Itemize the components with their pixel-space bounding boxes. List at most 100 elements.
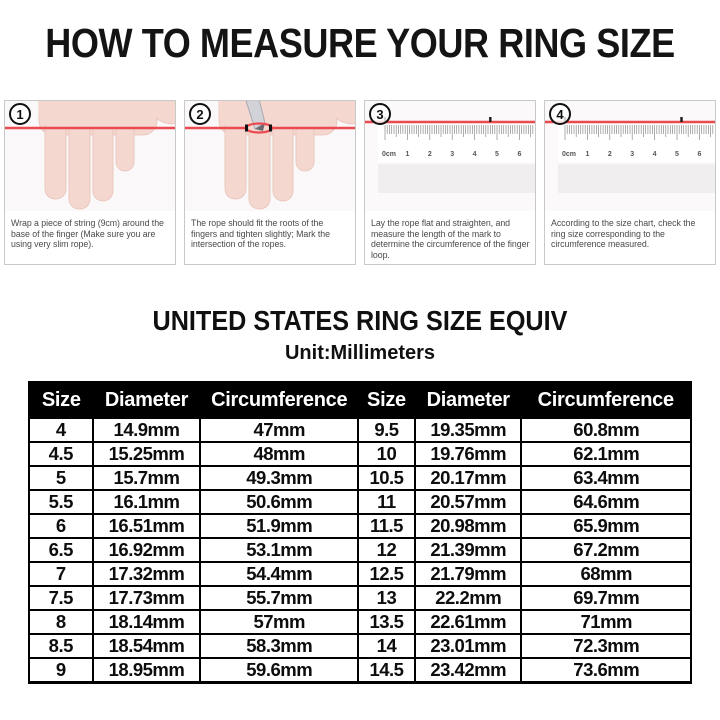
- step-number-badge: 4: [549, 103, 571, 125]
- table-cell: 7.5: [28, 585, 94, 611]
- table-cell: 22.61mm: [413, 609, 523, 635]
- table-cell: 18.95mm: [91, 657, 202, 684]
- column-header: Circumference: [200, 382, 358, 418]
- column-header: Size: [29, 382, 93, 418]
- table-cell: 47mm: [199, 417, 359, 443]
- table-cell: 6.5: [28, 537, 94, 563]
- table-cell: 67.2mm: [520, 537, 692, 563]
- table-row: 8 18.14mm 57mm 13.5 22.61mm 71mm: [28, 609, 692, 635]
- table-cell: 15.7mm: [91, 465, 202, 491]
- table-row: 5.5 16.1mm 50.6mm 11 20.57mm 64.6mm: [28, 489, 692, 515]
- table-cell: 51.9mm: [199, 513, 359, 539]
- svg-text:1: 1: [585, 151, 589, 158]
- table-cell: 48mm: [199, 441, 359, 467]
- table-cell: 71mm: [520, 609, 692, 635]
- table-header-row: Size Diameter Circumference Size Diameter Cir…: [29, 382, 691, 418]
- table-cell: 23.42mm: [413, 657, 523, 684]
- ruler-photo: 0cm 1 2 3 4 5 6 4: [545, 101, 715, 211]
- table-cell: 18.54mm: [91, 633, 202, 659]
- table-cell: 55.7mm: [199, 585, 359, 611]
- table-cell: 8.5: [28, 633, 94, 659]
- table-cell: 17.32mm: [91, 561, 202, 587]
- measurement-steps: 1 Wrap a piece of string (9cm) around the…: [4, 100, 716, 265]
- svg-text:3: 3: [450, 151, 454, 158]
- column-header: Diameter: [414, 382, 522, 418]
- step-panel-3: 0cm 1 2 3 4 5 6 3 Lay the rope flat and straight…: [364, 100, 536, 265]
- svg-text:2: 2: [428, 151, 432, 158]
- table-cell: 10: [356, 441, 416, 467]
- svg-text:0cm: 0cm: [382, 151, 396, 158]
- table-cell: 17.73mm: [91, 585, 202, 611]
- table-cell: 16.92mm: [91, 537, 202, 563]
- table-cell: 10.5: [356, 465, 416, 491]
- table-row: 6.5 16.92mm 53.1mm 12 21.39mm 67.2mm: [28, 537, 692, 563]
- table-cell: 18.14mm: [91, 609, 202, 635]
- table-cell: 54.4mm: [199, 561, 359, 587]
- table-cell: 20.17mm: [413, 465, 523, 491]
- table-cell: 5.5: [28, 489, 94, 515]
- table-cell: 13.5: [356, 609, 416, 635]
- table-cell: 69.7mm: [520, 585, 692, 611]
- table-cell: 13: [356, 585, 416, 611]
- table-cell: 9: [28, 657, 94, 684]
- table-row: 4 14.9mm 47mm 9.5 19.35mm 60.8mm: [28, 417, 692, 443]
- table-cell: 63.4mm: [520, 465, 692, 491]
- table-cell: 57mm: [199, 609, 359, 635]
- svg-text:6: 6: [517, 151, 521, 158]
- table-cell: 59.6mm: [199, 657, 359, 684]
- table-cell: 11.5: [356, 513, 416, 539]
- ruler-photo: 0cm 1 2 3 4 5 6 3: [365, 101, 535, 211]
- table-cell: 14.9mm: [91, 417, 202, 443]
- svg-text:4: 4: [653, 151, 657, 158]
- step-caption: Lay the rope flat and straighten, and me…: [371, 218, 530, 261]
- svg-text:5: 5: [495, 151, 499, 158]
- step-caption: Wrap a piece of string (9cm) around the …: [11, 218, 164, 250]
- table-cell: 4: [28, 417, 94, 443]
- table-cell: 15.25mm: [91, 441, 202, 467]
- table-cell: 72.3mm: [520, 633, 692, 659]
- table-cell: 68mm: [520, 561, 692, 587]
- table-cell: 19.76mm: [413, 441, 523, 467]
- step-panel-4: 0cm 1 2 3 4 5 6 4 According to the size chart, c…: [544, 100, 716, 265]
- step-number-badge: 3: [369, 103, 391, 125]
- hand-string-photo: 1: [5, 101, 175, 211]
- table-cell: 60.8mm: [520, 417, 692, 443]
- table-cell: 5: [28, 465, 94, 491]
- table-cell: 8: [28, 609, 94, 635]
- table-cell: 19.35mm: [413, 417, 523, 443]
- size-chart-title: UNITED STATES RING SIZE EQUIV: [152, 305, 568, 336]
- table-row: 6 16.51mm 51.9mm 11.5 20.98mm 65.9mm: [28, 513, 692, 539]
- step-number-badge: 2: [189, 103, 211, 125]
- step-caption: According to the size chart, check the r…: [551, 218, 696, 250]
- step-panel-2: 2 The rope should fit the roots of the fi…: [184, 100, 356, 265]
- table-cell: 11: [356, 489, 416, 515]
- table-cell: 21.79mm: [413, 561, 523, 587]
- step-caption: The rope should fit the roots of the fin…: [191, 218, 330, 250]
- svg-text:4: 4: [473, 151, 477, 158]
- size-chart-subtitle: Unit:Millimeters: [284, 342, 436, 364]
- svg-text:2: 2: [608, 151, 612, 158]
- table-cell: 16.1mm: [91, 489, 202, 515]
- table-cell: 7: [28, 561, 94, 587]
- table-cell: 23.01mm: [413, 633, 523, 659]
- table-row: 4.5 15.25mm 48mm 10 19.76mm 62.1mm: [28, 441, 692, 467]
- table-cell: 50.6mm: [199, 489, 359, 515]
- page-title: HOW TO MEASURE YOUR RING SIZE: [45, 20, 675, 66]
- ring-size-table: Size Diameter Circumference Size Diameter Cir…: [28, 381, 692, 684]
- table-row: 7.5 17.73mm 55.7mm 13 22.2mm 69.7mm: [28, 585, 692, 611]
- table-cell: 58.3mm: [199, 633, 359, 659]
- table-cell: 21.39mm: [413, 537, 523, 563]
- svg-text:3: 3: [630, 151, 634, 158]
- hand-marked-string-photo: 2: [185, 101, 355, 211]
- table-cell: 14.5: [356, 657, 416, 684]
- svg-text:1: 1: [405, 151, 409, 158]
- table-cell: 22.2mm: [413, 585, 523, 611]
- step-number-badge: 1: [9, 103, 31, 125]
- table-row: 5 15.7mm 49.3mm 10.5 20.17mm 63.4mm: [28, 465, 692, 491]
- svg-text:6: 6: [697, 151, 701, 158]
- table-cell: 12: [356, 537, 416, 563]
- table-cell: 20.98mm: [413, 513, 523, 539]
- table-cell: 53.1mm: [199, 537, 359, 563]
- table-cell: 14: [356, 633, 416, 659]
- table-cell: 20.57mm: [413, 489, 523, 515]
